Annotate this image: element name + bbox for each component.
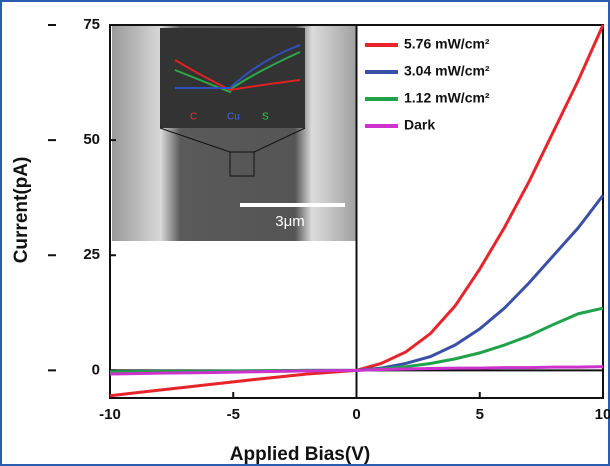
y-tick-label: 25 <box>83 246 100 263</box>
legend-label: 3.04 mW/cm² <box>404 63 490 79</box>
chart: 3μm C Cu S Applied Bias(V) Current(pA) -… <box>0 0 610 466</box>
inset-label: Cu <box>227 112 240 123</box>
scale-bar-label: 3μm <box>275 213 304 230</box>
legend-label: Dark <box>404 117 435 133</box>
inset-label: S <box>262 112 269 123</box>
x-tick-label: 0 <box>352 406 360 423</box>
x-tick-label: 5 <box>476 406 484 423</box>
inset-label: C <box>190 112 197 123</box>
y-axis-title: Current(pA) <box>11 157 32 264</box>
x-tick-label: -10 <box>99 406 121 423</box>
x-tick-label: -5 <box>227 406 240 423</box>
legend-label: 1.12 mW/cm² <box>404 90 490 106</box>
x-tick-label: 10 <box>595 406 610 423</box>
y-tick-label: 50 <box>83 131 100 148</box>
y-tick-label: 0 <box>92 361 100 378</box>
inset-image: 3μm C Cu S <box>112 26 356 241</box>
x-axis-title: Applied Bias(V) <box>230 444 370 465</box>
y-tick-label: 75 <box>83 16 100 33</box>
legend-label: 5.76 mW/cm² <box>404 36 490 52</box>
